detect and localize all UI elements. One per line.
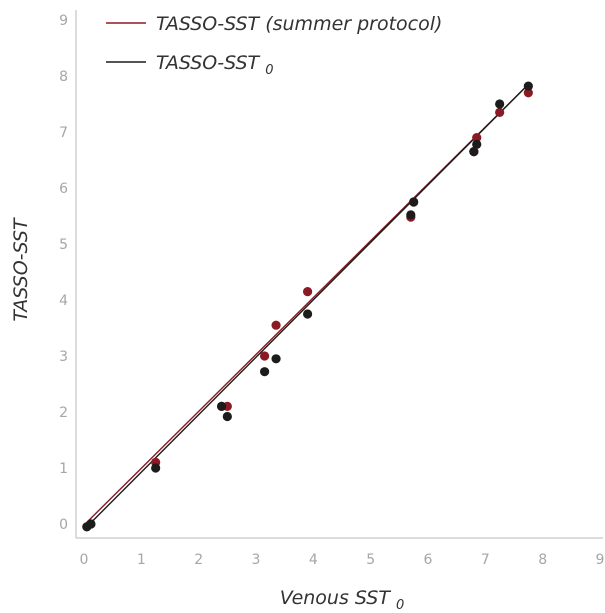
y-tick-label: 4 xyxy=(59,293,68,309)
y-tick-label: 6 xyxy=(59,181,68,197)
data-point-series-1 xyxy=(523,81,533,91)
y-tick-label: 7 xyxy=(59,125,68,141)
data-point-series-0 xyxy=(271,320,281,330)
x-tick-label: 8 xyxy=(538,552,547,568)
y-tick-label: 5 xyxy=(59,237,68,253)
legend-label-t0-sub: 0 xyxy=(265,63,273,78)
x-tick-label: 9 xyxy=(596,552,605,568)
data-point-series-1 xyxy=(260,367,270,377)
data-point-series-0 xyxy=(523,88,533,98)
data-point-series-1 xyxy=(406,210,416,220)
x-tick-label: 1 xyxy=(137,552,146,568)
x-tick-label: 7 xyxy=(481,552,490,568)
data-point-series-1 xyxy=(86,519,96,529)
y-tick-label: 9 xyxy=(59,13,68,29)
x-tick-label: 3 xyxy=(252,552,261,568)
legend-label-t0: TASSO-SST 0 xyxy=(156,52,274,78)
x-tick-label: 2 xyxy=(194,552,203,568)
data-point-series-0 xyxy=(260,351,270,361)
data-point-series-0 xyxy=(303,287,313,297)
data-point-series-1 xyxy=(495,99,505,109)
x-tick-label: 5 xyxy=(366,552,375,568)
y-axis-title: TASSO-SST xyxy=(10,217,32,322)
y-axis-ticks: 0 1 2 3 4 5 6 7 8 9 xyxy=(59,13,68,533)
x-axis-title: Venous SST 0 xyxy=(280,587,405,613)
y-tick-label: 0 xyxy=(59,517,68,533)
data-point-series-0 xyxy=(495,107,505,117)
x-axis-title-sub: 0 xyxy=(396,598,404,613)
fit-lines xyxy=(83,83,529,531)
y-tick-label: 1 xyxy=(59,461,68,477)
data-point-series-1 xyxy=(222,411,232,422)
y-tick-label: 8 xyxy=(59,69,68,85)
data-point-series-1 xyxy=(469,147,479,157)
fit-line-series-1 xyxy=(83,83,529,531)
data-point-series-1 xyxy=(151,463,161,473)
y-tick-label: 2 xyxy=(59,405,68,421)
x-axis-ticks: 0 1 2 3 4 5 6 7 8 9 xyxy=(80,552,605,568)
x-tick-label: 0 xyxy=(80,552,89,568)
data-point-series-0 xyxy=(472,133,482,143)
x-tick-label: 4 xyxy=(309,552,318,568)
legend-label-summer: TASSO-SST (summer protocol) xyxy=(156,13,442,35)
data-points xyxy=(82,81,533,532)
data-point-series-1 xyxy=(271,354,281,364)
y-tick-label: 3 xyxy=(59,349,68,365)
x-tick-label: 6 xyxy=(424,552,433,568)
legend: TASSO-SST (summer protocol) TASSO-SST 0 xyxy=(106,13,442,78)
data-point-series-1 xyxy=(472,139,482,149)
data-point-series-1 xyxy=(217,401,227,411)
data-point-series-1 xyxy=(303,309,313,319)
data-point-series-1 xyxy=(409,197,419,207)
